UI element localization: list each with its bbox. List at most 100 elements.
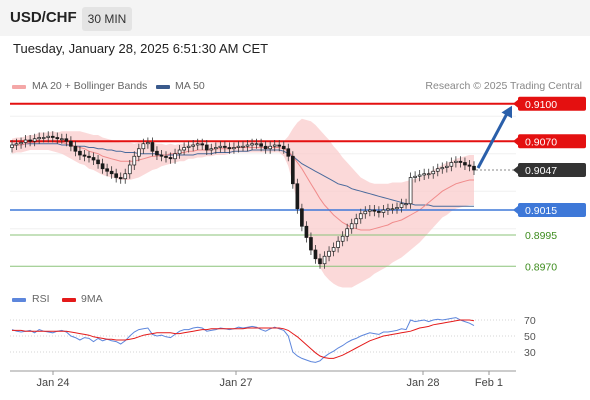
candle [241,141,245,152]
candle [363,206,368,219]
candle [309,232,313,255]
candle [250,138,254,150]
candle [454,156,458,168]
price-level-label: 0.9047 [525,165,557,177]
candle [91,152,96,165]
candle [55,132,60,144]
candle [64,133,69,147]
candle [168,152,173,164]
candle [87,151,91,163]
candle [277,140,282,152]
candle [368,205,372,217]
ma50-legend-label: MA 50 [175,80,205,92]
candle [327,246,331,262]
rsi-tick-label: 30 [524,347,536,359]
candle [155,146,159,160]
candle [173,148,177,164]
candle [46,131,51,143]
rsi-tick-label: 70 [524,315,536,327]
price-label-box [518,163,586,177]
timeframe-button[interactable]: 30 MIN [82,7,132,31]
candle [345,223,349,242]
price-label-box [518,203,586,217]
rsi-swatch [12,298,26,302]
candle [245,140,250,152]
projection-arrow-head [501,105,512,119]
candle [399,198,404,213]
candle [281,141,286,154]
candle [417,170,422,182]
candle [354,213,359,229]
candle [209,143,214,155]
candle [263,141,268,154]
candle [19,137,23,149]
candle [177,145,182,159]
x-tick-label: Feb 1 [475,377,503,389]
candle [445,161,449,173]
candle [467,160,472,172]
rsi-line [11,317,475,363]
candle [304,221,309,243]
candle [146,137,150,149]
candle [408,172,413,209]
candle [214,142,218,154]
header-bar: USD/CHF 30 MIN [0,0,590,36]
candle [395,202,399,214]
candle [358,208,363,224]
candle [413,171,417,183]
candle [386,203,390,215]
candle [472,161,476,175]
price-label-box [518,96,586,111]
price-level-labels: 0.9100 0.9070 0.9047 0.9015 0.8995 0.8970 [513,96,586,273]
candle [254,138,259,149]
candle [182,142,186,155]
copyright-text: Research © 2025 Trading Central [425,80,582,92]
candle [23,135,28,148]
candle [78,146,82,160]
x-axis: Jan 24 Jan 27 Jan 28 Feb 1 [10,370,516,389]
candle [195,138,200,150]
price-label-box [518,134,586,149]
candle [272,140,277,152]
candle [340,231,345,247]
candle [291,151,295,189]
rsi-legend-label: RSI [32,293,50,305]
candle [10,140,14,153]
rsi-tick-label: 50 [524,331,536,343]
candle [100,158,105,174]
x-tick-label: Jan 27 [219,377,252,389]
candle [322,251,327,269]
candle [336,236,340,253]
candle [82,150,87,162]
ma50-swatch [156,85,170,89]
candle [331,242,336,257]
x-tick-label: Jan 28 [406,377,439,389]
candle [431,166,436,179]
candle [458,156,463,168]
price-level-label: 0.8995 [525,230,557,242]
x-tick-label: Jan 24 [36,377,69,389]
candle [381,205,386,218]
ma9-legend-label: 9MA [81,293,103,305]
candle [227,142,232,154]
candle [286,143,291,162]
candle [463,157,467,170]
candle [132,151,137,170]
candle [150,137,155,157]
chart-datetime: Tuesday, January 28, 2025 6:51:30 AM CET [13,41,269,56]
candle [141,138,146,154]
price-level-label: 0.9070 [525,136,557,148]
candle [318,253,322,269]
candle [236,141,241,153]
ma20-swatch [12,85,26,89]
candle [435,163,440,177]
symbol-title: USD/CHF [10,9,77,26]
candle [377,206,381,218]
candle [109,166,114,179]
candle [426,168,431,179]
candle [123,168,128,184]
candle [349,218,354,234]
candle [313,245,318,264]
candle [28,135,32,147]
